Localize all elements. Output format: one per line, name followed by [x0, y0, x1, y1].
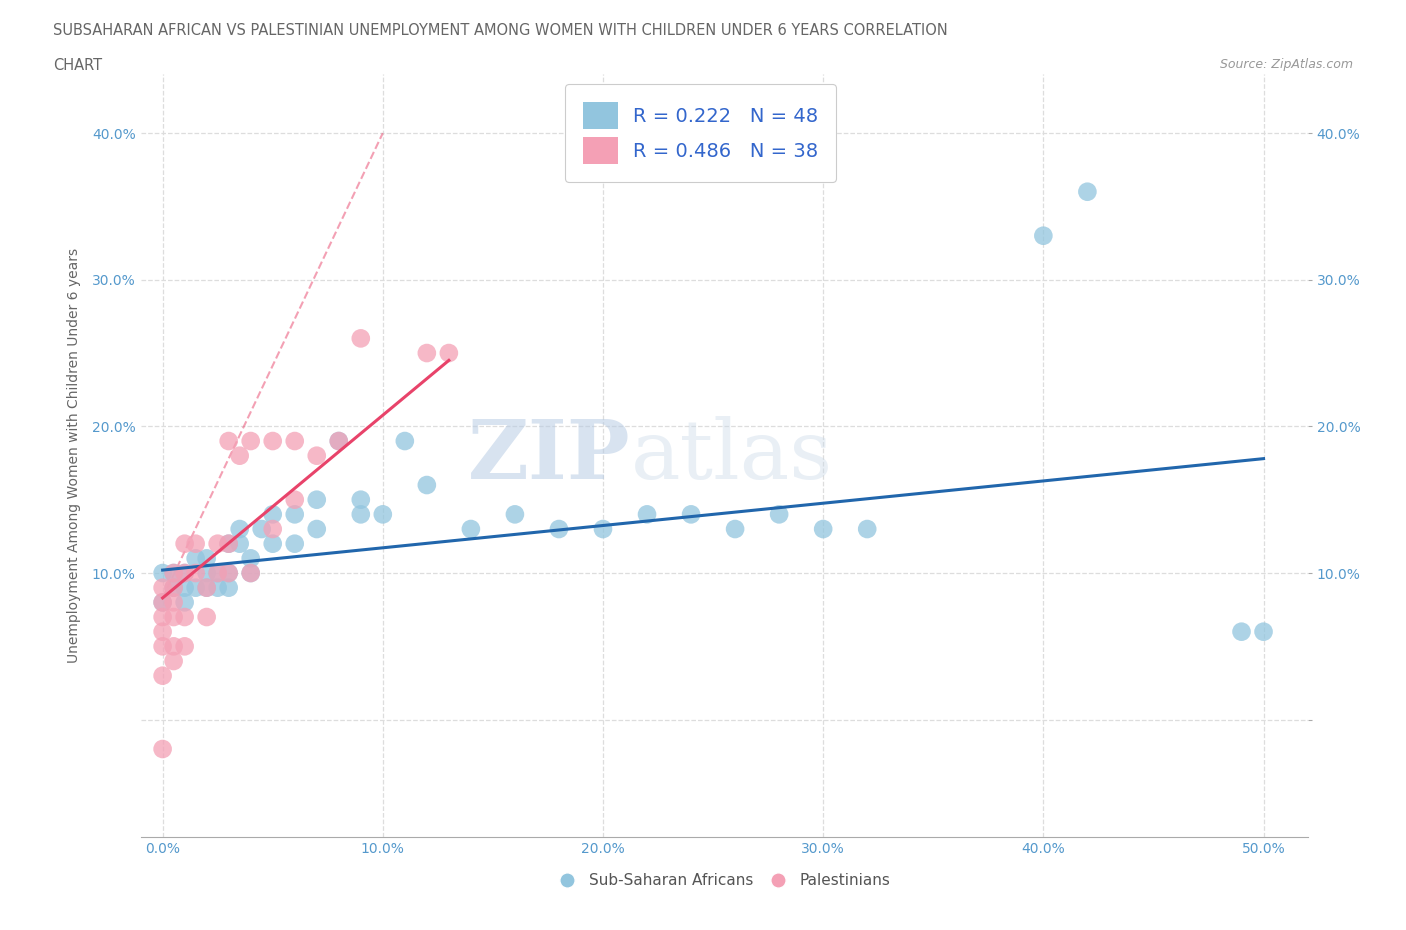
Point: [724, 522, 747, 537]
Point: [228, 537, 250, 551]
Point: [856, 522, 879, 537]
Point: [636, 507, 658, 522]
Point: [416, 346, 439, 361]
Point: [284, 507, 307, 522]
Point: [162, 609, 184, 624]
Point: [195, 580, 218, 595]
Point: [162, 654, 184, 669]
Point: [811, 522, 834, 537]
Text: SUBSAHARAN AFRICAN VS PALESTINIAN UNEMPLOYMENT AMONG WOMEN WITH CHILDREN UNDER 6: SUBSAHARAN AFRICAN VS PALESTINIAN UNEMPL…: [53, 23, 948, 38]
Point: [207, 565, 229, 580]
Point: [207, 537, 229, 551]
Point: [218, 565, 240, 580]
Point: [350, 507, 373, 522]
Point: [173, 580, 195, 595]
Point: [207, 565, 229, 580]
Point: [162, 595, 184, 610]
Text: Source: ZipAtlas.com: Source: ZipAtlas.com: [1219, 58, 1353, 71]
Point: [262, 433, 284, 448]
Point: [1076, 184, 1098, 199]
Point: [195, 565, 218, 580]
Point: [305, 522, 328, 537]
Point: [152, 565, 174, 580]
Point: [262, 522, 284, 537]
Point: [173, 565, 195, 580]
Point: [152, 609, 174, 624]
Point: [592, 522, 614, 537]
Point: [152, 639, 174, 654]
Legend: Sub-Saharan Africans, Palestinians: Sub-Saharan Africans, Palestinians: [553, 867, 896, 894]
Point: [152, 624, 174, 639]
Point: [162, 565, 184, 580]
Point: [162, 580, 184, 595]
Text: atlas: atlas: [631, 416, 832, 496]
Point: [218, 537, 240, 551]
Point: [284, 433, 307, 448]
Point: [416, 478, 439, 493]
Point: [350, 331, 373, 346]
Point: [460, 522, 482, 537]
Point: [195, 551, 218, 565]
Point: [162, 639, 184, 654]
Point: [184, 551, 207, 565]
Point: [371, 507, 394, 522]
Point: [1032, 228, 1054, 243]
Point: [394, 433, 416, 448]
Point: [328, 433, 350, 448]
Point: [207, 580, 229, 595]
Point: [162, 580, 184, 595]
Point: [152, 741, 174, 756]
Point: [173, 537, 195, 551]
Point: [218, 580, 240, 595]
Point: [173, 639, 195, 654]
Point: [239, 565, 262, 580]
Point: [284, 492, 307, 507]
Point: [228, 448, 250, 463]
Y-axis label: Unemployment Among Women with Children Under 6 years: Unemployment Among Women with Children U…: [66, 248, 80, 663]
Point: [305, 448, 328, 463]
Point: [1253, 624, 1275, 639]
Point: [195, 609, 218, 624]
Point: [152, 595, 174, 610]
Point: [548, 522, 571, 537]
Point: [152, 595, 174, 610]
Point: [250, 522, 273, 537]
Point: [284, 537, 307, 551]
Text: ZIP: ZIP: [468, 416, 631, 496]
Point: [437, 346, 460, 361]
Point: [184, 537, 207, 551]
Point: [162, 565, 184, 580]
Point: [195, 580, 218, 595]
Point: [218, 433, 240, 448]
Point: [239, 433, 262, 448]
Point: [262, 507, 284, 522]
Point: [173, 595, 195, 610]
Point: [350, 492, 373, 507]
Point: [768, 507, 790, 522]
Text: CHART: CHART: [53, 58, 103, 73]
Point: [173, 565, 195, 580]
Point: [239, 551, 262, 565]
Point: [152, 669, 174, 684]
Point: [184, 580, 207, 595]
Point: [681, 507, 703, 522]
Point: [239, 565, 262, 580]
Point: [262, 537, 284, 551]
Point: [184, 565, 207, 580]
Point: [305, 492, 328, 507]
Point: [173, 609, 195, 624]
Point: [218, 565, 240, 580]
Point: [328, 433, 350, 448]
Point: [503, 507, 526, 522]
Point: [1230, 624, 1253, 639]
Point: [152, 580, 174, 595]
Point: [228, 522, 250, 537]
Point: [218, 537, 240, 551]
